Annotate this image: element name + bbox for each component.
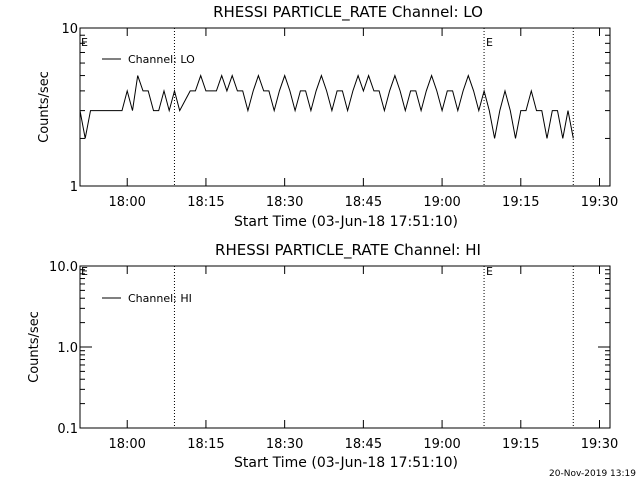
panel-lo-ylabel: Counts/sec xyxy=(37,71,52,143)
panel-hi-vline-label-1: E xyxy=(486,265,493,278)
panel-lo-title: RHESSI PARTICLE_RATE Channel: LO xyxy=(213,3,483,22)
panel-lo-ytick-label-1: 10 xyxy=(61,22,78,37)
panel-lo-left-marker: E xyxy=(81,36,88,49)
panel-lo-axis-ticks xyxy=(80,27,610,187)
panel-hi-ytick-label-2: 10.0 xyxy=(49,260,78,275)
panel-lo-xtick-labels: 18:00 18:15 18:30 18:45 19:00 19:15 19:30 xyxy=(108,195,618,210)
panel-lo-xlabel: Start Time (03-Jun-18 17:51:10) xyxy=(234,214,458,230)
panel-lo-vline-label-1: E xyxy=(486,36,493,49)
panel-hi-vlines: E xyxy=(173,265,574,428)
panel-hi-xtick-label-4: 19:00 xyxy=(423,437,460,452)
panel-hi-axis-ticks xyxy=(80,265,610,429)
panel-hi-xtick-labels: 18:00 18:15 18:30 18:45 19:00 19:15 19:30 xyxy=(108,437,618,452)
panel-lo-vlines: E xyxy=(173,28,574,186)
panel-hi-ytick-label-0: 0.1 xyxy=(57,422,78,437)
panel-hi-xtick-label-1: 18:15 xyxy=(187,437,224,452)
panel-hi-xtick-label-2: 18:30 xyxy=(266,437,303,452)
panel-lo-xtick-label-4: 19:00 xyxy=(423,195,460,210)
panel-hi-xtick-label-5: 19:15 xyxy=(502,437,539,452)
panel-lo-xtick-label-2: 18:30 xyxy=(266,195,303,210)
footer-timestamp: 20-Nov-2019 13:19 xyxy=(549,469,636,479)
panel-hi-xtick-label-3: 18:45 xyxy=(345,437,382,452)
panel-lo-xtick-label-5: 19:15 xyxy=(502,195,539,210)
panel-lo-series xyxy=(79,74,574,139)
panel-hi: RHESSI PARTICLE_RATE Channel: HI E 0.1 1.… xyxy=(27,241,618,471)
panel-hi-xlabel: Start Time (03-Jun-18 17:51:10) xyxy=(234,455,458,471)
panel-lo-ytick-label-0: 1 xyxy=(70,180,78,195)
panel-lo: RHESSI PARTICLE_RATE Channel: LO E 1 10 1… xyxy=(37,3,618,230)
panel-hi-left-marker: E xyxy=(81,265,88,278)
panel-lo-xtick-label-6: 19:30 xyxy=(581,195,618,210)
panel-hi-ytick-label-1: 1.0 xyxy=(57,341,78,356)
panel-hi-legend-label: Channel: HI xyxy=(128,292,192,305)
panel-lo-plot-frame xyxy=(79,27,611,187)
panel-lo-xtick-label-3: 18:45 xyxy=(345,195,382,210)
panel-hi-ylabel: Counts/sec xyxy=(27,311,42,383)
panel-lo-series-line-0 xyxy=(79,74,574,139)
panel-hi-title: RHESSI PARTICLE_RATE Channel: HI xyxy=(215,241,481,260)
panel-hi-ytick-labels: 0.1 1.0 10.0 xyxy=(49,260,78,437)
panel-hi-xtick-label-0: 18:00 xyxy=(108,437,145,452)
panel-hi-xtick-label-6: 19:30 xyxy=(581,437,618,452)
panel-lo-xtick-label-0: 18:00 xyxy=(108,195,145,210)
panel-lo-legend-label: Channel: LO xyxy=(128,53,195,66)
panel-lo-xtick-label-1: 18:15 xyxy=(187,195,224,210)
panel-lo-ytick-labels: 1 10 xyxy=(61,22,78,195)
